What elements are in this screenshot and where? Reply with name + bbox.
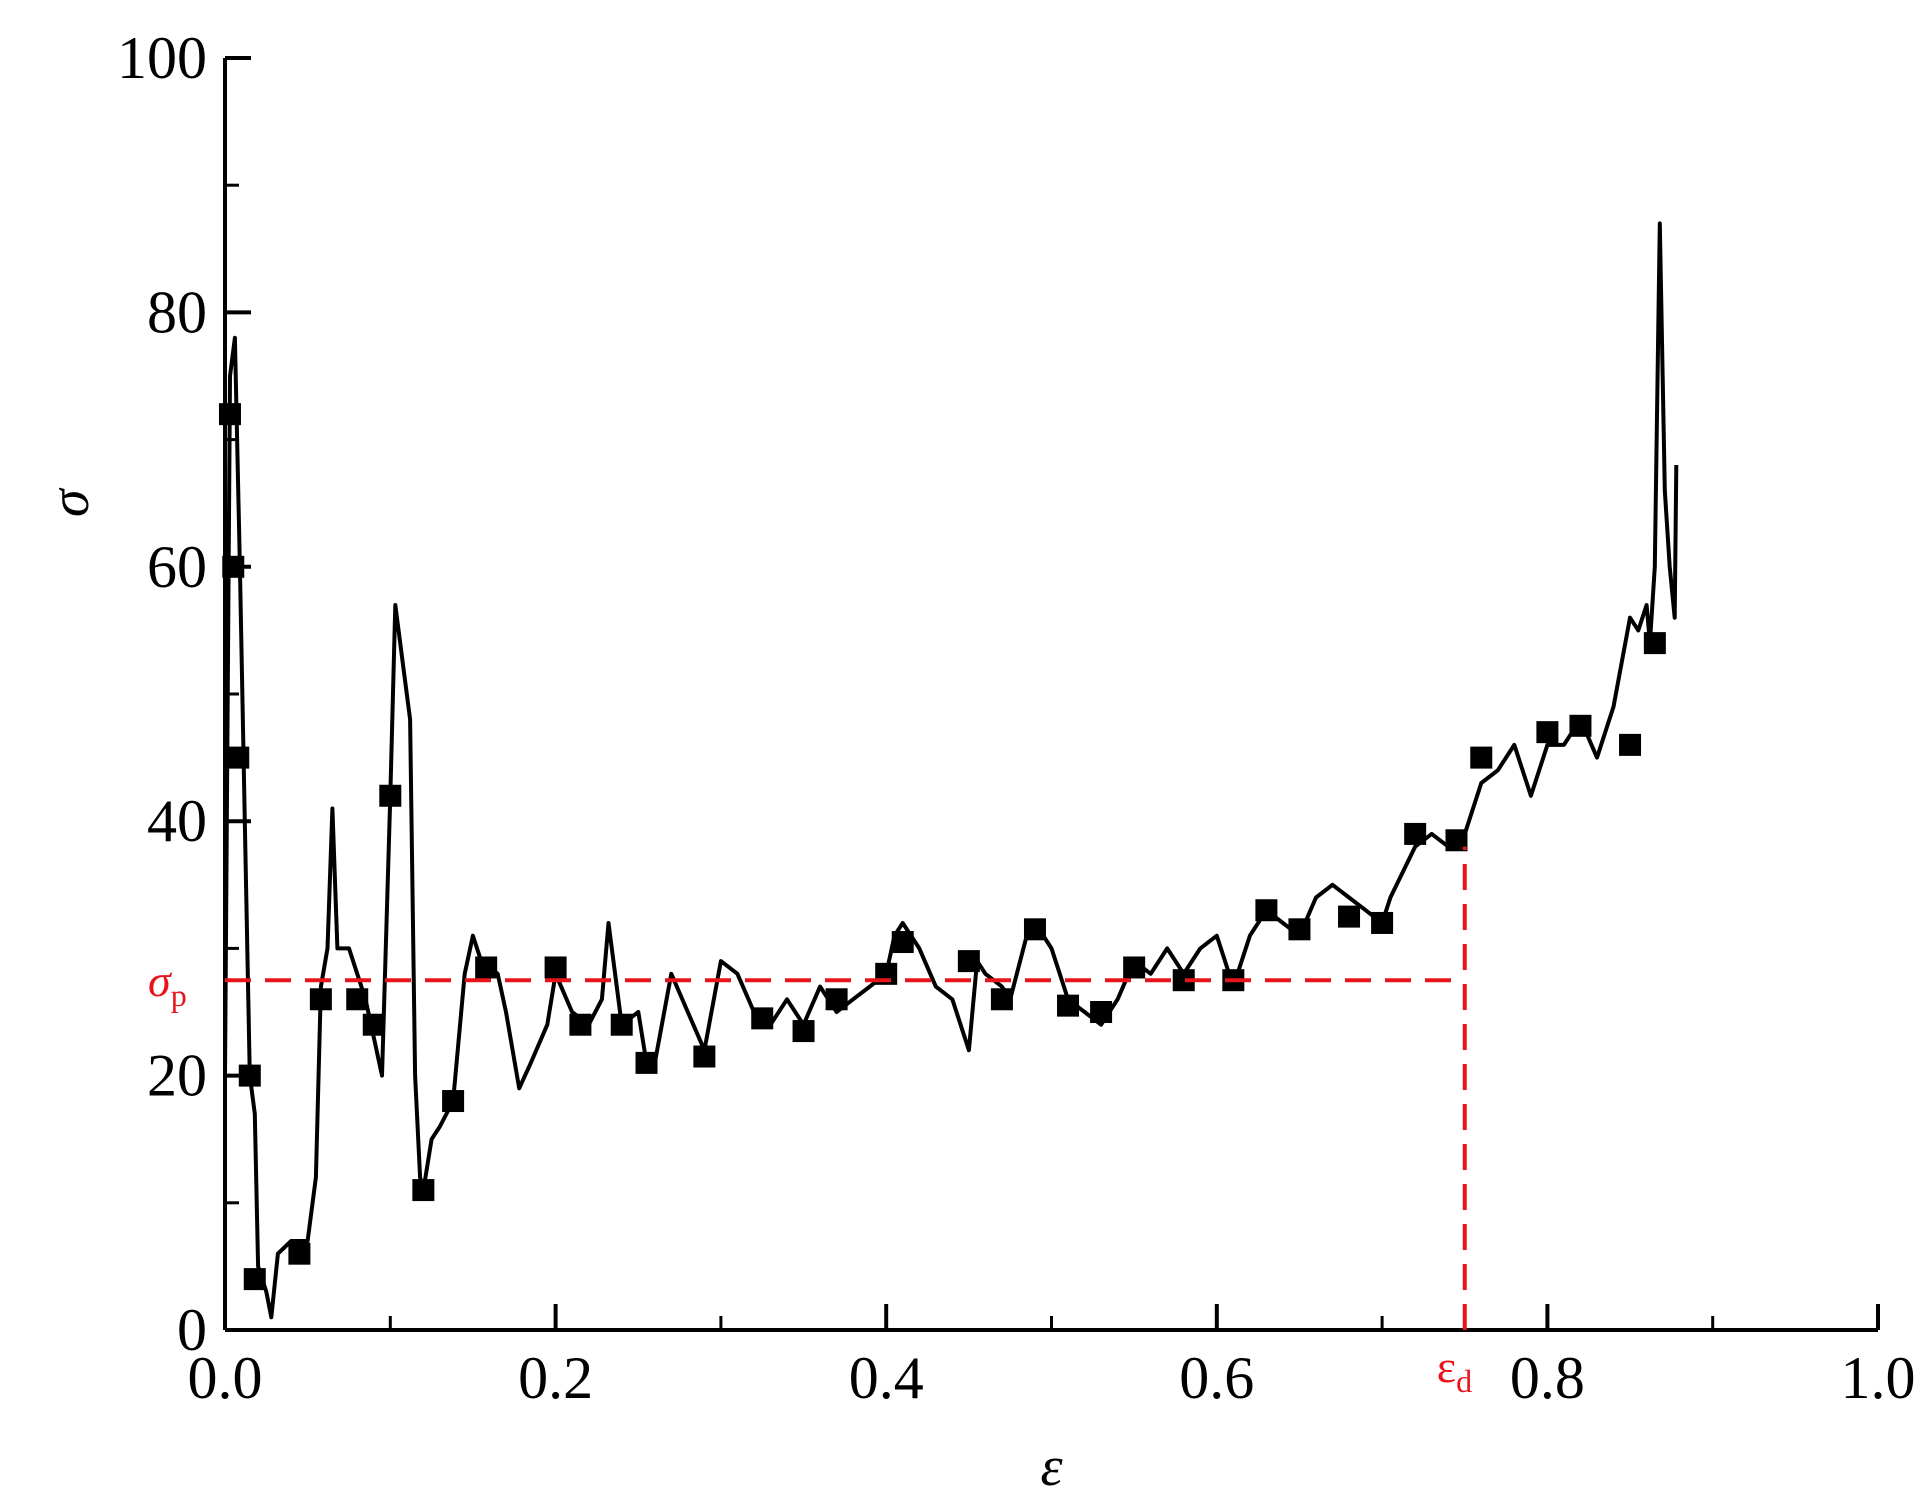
data-marker: [1470, 746, 1493, 769]
data-marker: [412, 1179, 435, 1202]
epsilon-d-label: εd: [1437, 1341, 1472, 1399]
data-marker: [891, 931, 914, 954]
data-marker: [1090, 1001, 1113, 1023]
data-marker: [1057, 994, 1080, 1017]
data-marker: [379, 784, 402, 807]
y-tick-label: 80: [147, 279, 207, 345]
data-marker: [1371, 911, 1394, 934]
data-marker: [222, 555, 245, 578]
data-marker: [218, 403, 241, 426]
x-axis-label: ε: [1040, 1436, 1063, 1498]
x-tick-label: 0.2: [518, 1345, 593, 1411]
data-marker: [288, 1242, 311, 1265]
data-line: [223, 221, 1679, 1320]
data-marker: [475, 956, 498, 979]
data-marker: [544, 956, 567, 979]
y-tick-label: 0: [177, 1297, 207, 1363]
x-tick-label: 1.0: [1841, 1345, 1916, 1411]
data-marker: [243, 1268, 266, 1291]
data-marker: [792, 1020, 815, 1043]
data-marker: [1172, 969, 1195, 992]
data-marker: [442, 1090, 465, 1113]
data-marker: [635, 1051, 658, 1074]
epsilon-d-symbol: ε: [1437, 1341, 1456, 1392]
data-marker: [362, 1013, 385, 1036]
data-marker: [1569, 714, 1592, 737]
sigma-p-subscript: p: [171, 977, 187, 1013]
data-marker: [1404, 822, 1427, 845]
y-tick-label: 20: [147, 1043, 207, 1109]
data-marker: [693, 1045, 716, 1068]
x-tick-label: 0.4: [849, 1345, 924, 1411]
data-marker: [1445, 829, 1468, 852]
data-marker: [1123, 956, 1146, 979]
data-marker: [1288, 918, 1311, 941]
y-tick-label: 100: [117, 25, 207, 91]
sigma-p-label: σp: [148, 955, 187, 1013]
x-tick-label: 0.6: [1179, 1345, 1254, 1411]
data-marker: [990, 988, 1013, 1011]
data-marker: [825, 988, 848, 1011]
sigma-p-symbol: σ: [148, 955, 173, 1006]
data-marker: [957, 950, 980, 973]
data-marker: [238, 1064, 261, 1087]
data-marker: [1023, 918, 1046, 941]
data-marker: [1255, 899, 1278, 922]
data-marker: [346, 988, 369, 1011]
data-marker: [309, 988, 332, 1011]
data-marker: [1536, 721, 1559, 744]
epsilon-d-subscript: d: [1456, 1363, 1472, 1399]
data-marker: [751, 1007, 774, 1030]
data-marker: [1338, 905, 1361, 928]
data-marker: [227, 746, 250, 769]
y-tick-label: 40: [147, 788, 207, 854]
data-marker: [569, 1013, 592, 1036]
data-marker: [1619, 733, 1642, 756]
data-marker: [610, 1013, 633, 1036]
data-marker: [1643, 632, 1666, 655]
x-tick-label: 0.0: [188, 1345, 263, 1411]
x-tick-label: 0.8: [1510, 1345, 1585, 1411]
y-axis-label: σ: [39, 487, 101, 517]
y-tick-label: 60: [147, 534, 207, 600]
